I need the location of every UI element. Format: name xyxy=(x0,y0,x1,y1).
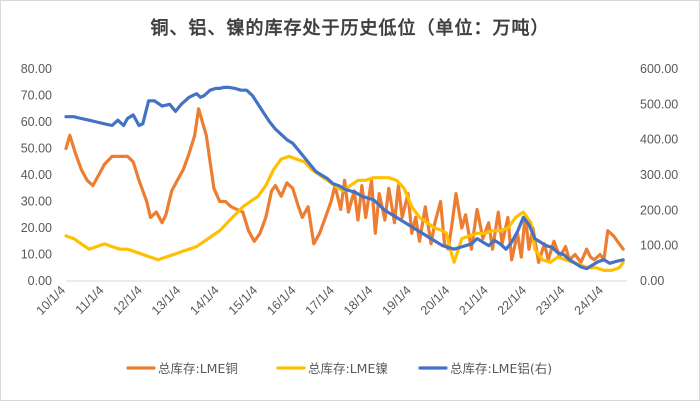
right-tick-label: 0.00 xyxy=(640,274,664,288)
x-tick-label: 22/1/4 xyxy=(495,283,530,318)
right-tick-label: 500.00 xyxy=(640,97,678,111)
left-tick-label: 20.00 xyxy=(21,221,52,235)
right-tick-label: 600.00 xyxy=(640,62,678,76)
left-tick-label: 40.00 xyxy=(21,168,52,182)
left-tick-label: 70.00 xyxy=(21,89,52,103)
left-tick-label: 10.00 xyxy=(21,248,52,262)
right-tick-label: 400.00 xyxy=(640,133,678,147)
legend-label: 总库存:LME铝(右) xyxy=(450,361,552,376)
left-tick-label: 80.00 xyxy=(21,62,52,76)
x-tick-label: 23/1/4 xyxy=(533,283,568,318)
series-layer xyxy=(64,85,625,272)
right-tick-label: 200.00 xyxy=(640,203,678,217)
series-line-1 xyxy=(64,107,625,264)
right-tick-label: 300.00 xyxy=(640,168,678,182)
left-tick-label: 30.00 xyxy=(21,195,52,209)
x-tick-label: 24/1/4 xyxy=(572,283,607,318)
right-tick-label: 100.00 xyxy=(640,239,678,253)
x-tick-label: 19/1/4 xyxy=(379,283,414,318)
x-tick-label: 21/1/4 xyxy=(456,283,491,318)
left-y-axis: 0.00 10.00 20.00 30.00 40.00 50.00 60.00 70.00 8… xyxy=(21,62,52,288)
left-tick-label: 60.00 xyxy=(21,115,52,129)
x-tick-label: 15/1/4 xyxy=(226,283,261,318)
x-tick-label: 14/1/4 xyxy=(187,283,222,318)
x-tick-label: 13/1/4 xyxy=(149,283,184,318)
x-axis: 10/1/4 11/1/4 12/1/4 13/1/4 14/1/4 15/1/4 16/1… xyxy=(34,280,627,318)
x-tick-label: 16/1/4 xyxy=(264,283,299,318)
x-tick-label: 20/1/4 xyxy=(418,283,453,318)
x-tick-label: 17/1/4 xyxy=(303,283,338,318)
series-line-3 xyxy=(64,85,625,271)
legend-label: 总库存:LME镍 xyxy=(308,361,388,376)
chart-title: 铜、铝、镍的库存处于历史低位（单位：万吨） xyxy=(150,18,550,39)
right-y-axis: 0.00 100.00 200.00 300.00 400.00 500.00 600.00 xyxy=(640,62,678,288)
x-tick-label: 11/1/4 xyxy=(73,283,107,317)
x-tick-label: 18/1/4 xyxy=(341,283,376,318)
left-tick-label: 50.00 xyxy=(21,142,52,156)
left-tick-label: 0.00 xyxy=(28,274,52,288)
legend: 总库存:LME铜 总库存:LME镍 总库存:LME铝(右) xyxy=(126,361,552,376)
x-tick-label: 12/1/4 xyxy=(110,283,145,318)
x-tick-label: 10/1/4 xyxy=(34,283,69,318)
legend-label: 总库存:LME铜 xyxy=(158,361,238,376)
